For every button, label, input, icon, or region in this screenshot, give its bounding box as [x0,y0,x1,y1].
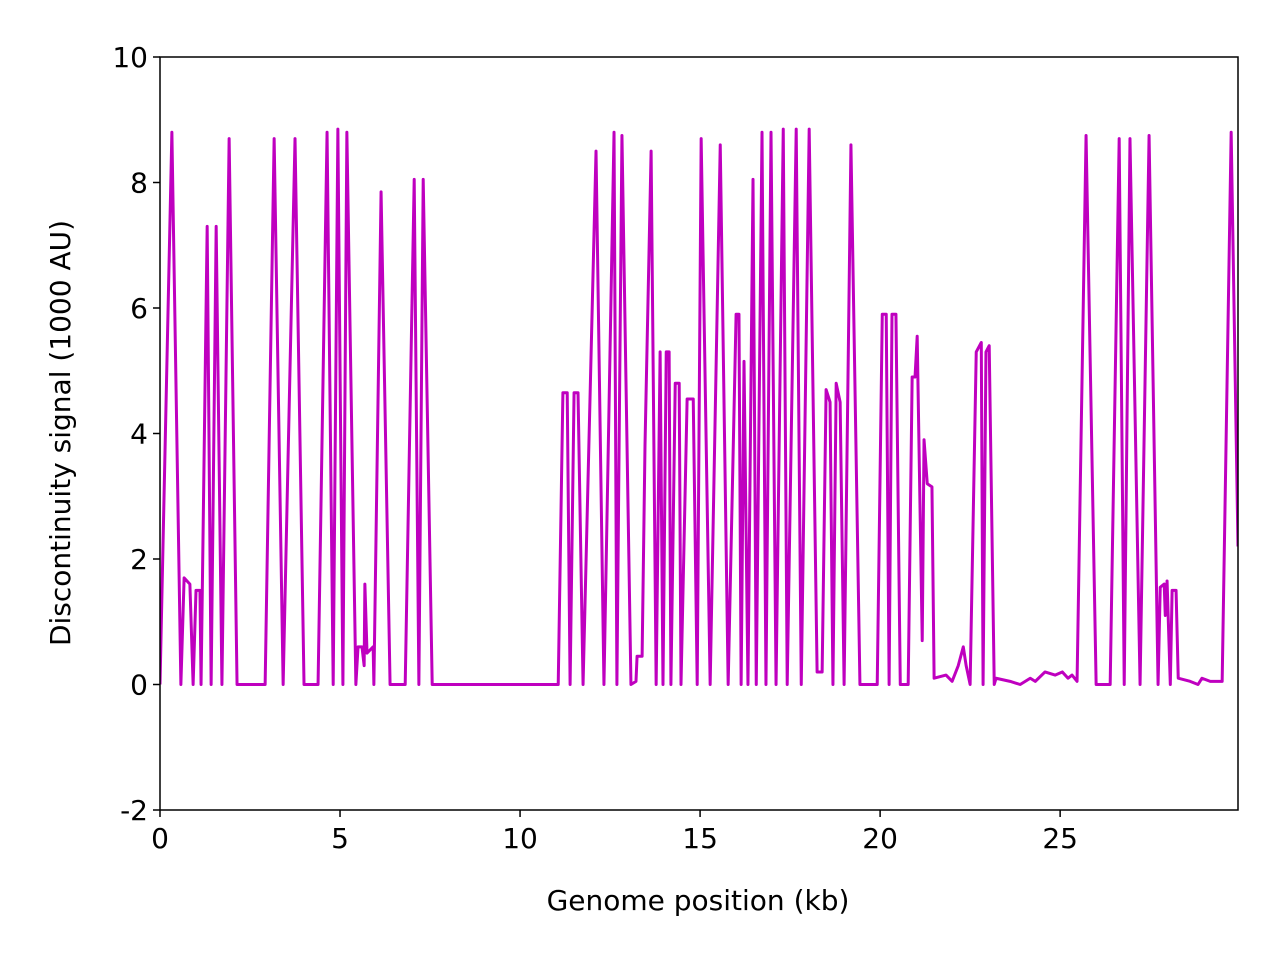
y-tick-label: 6 [130,292,148,325]
data-line [160,127,1238,686]
y-tick-label: 2 [130,543,148,576]
y-tick-label: -2 [120,794,148,827]
y-tick-label: 0 [130,669,148,702]
x-tick-label: 20 [862,822,898,855]
x-tick-label: 15 [682,822,718,855]
plot-frame [159,56,1239,811]
x-axis-label: Genome position (kb) [547,884,850,917]
x-tick-label: 25 [1042,822,1078,855]
x-tick-label: 0 [151,822,169,855]
y-tick-label: 10 [112,41,148,74]
x-tick-label: 10 [502,822,538,855]
y-axis-label: Discontinuity signal (1000 AU) [44,220,77,646]
y-tick-label: 8 [130,167,148,200]
x-tick-label: 5 [331,822,349,855]
y-tick-label: 4 [130,418,148,451]
